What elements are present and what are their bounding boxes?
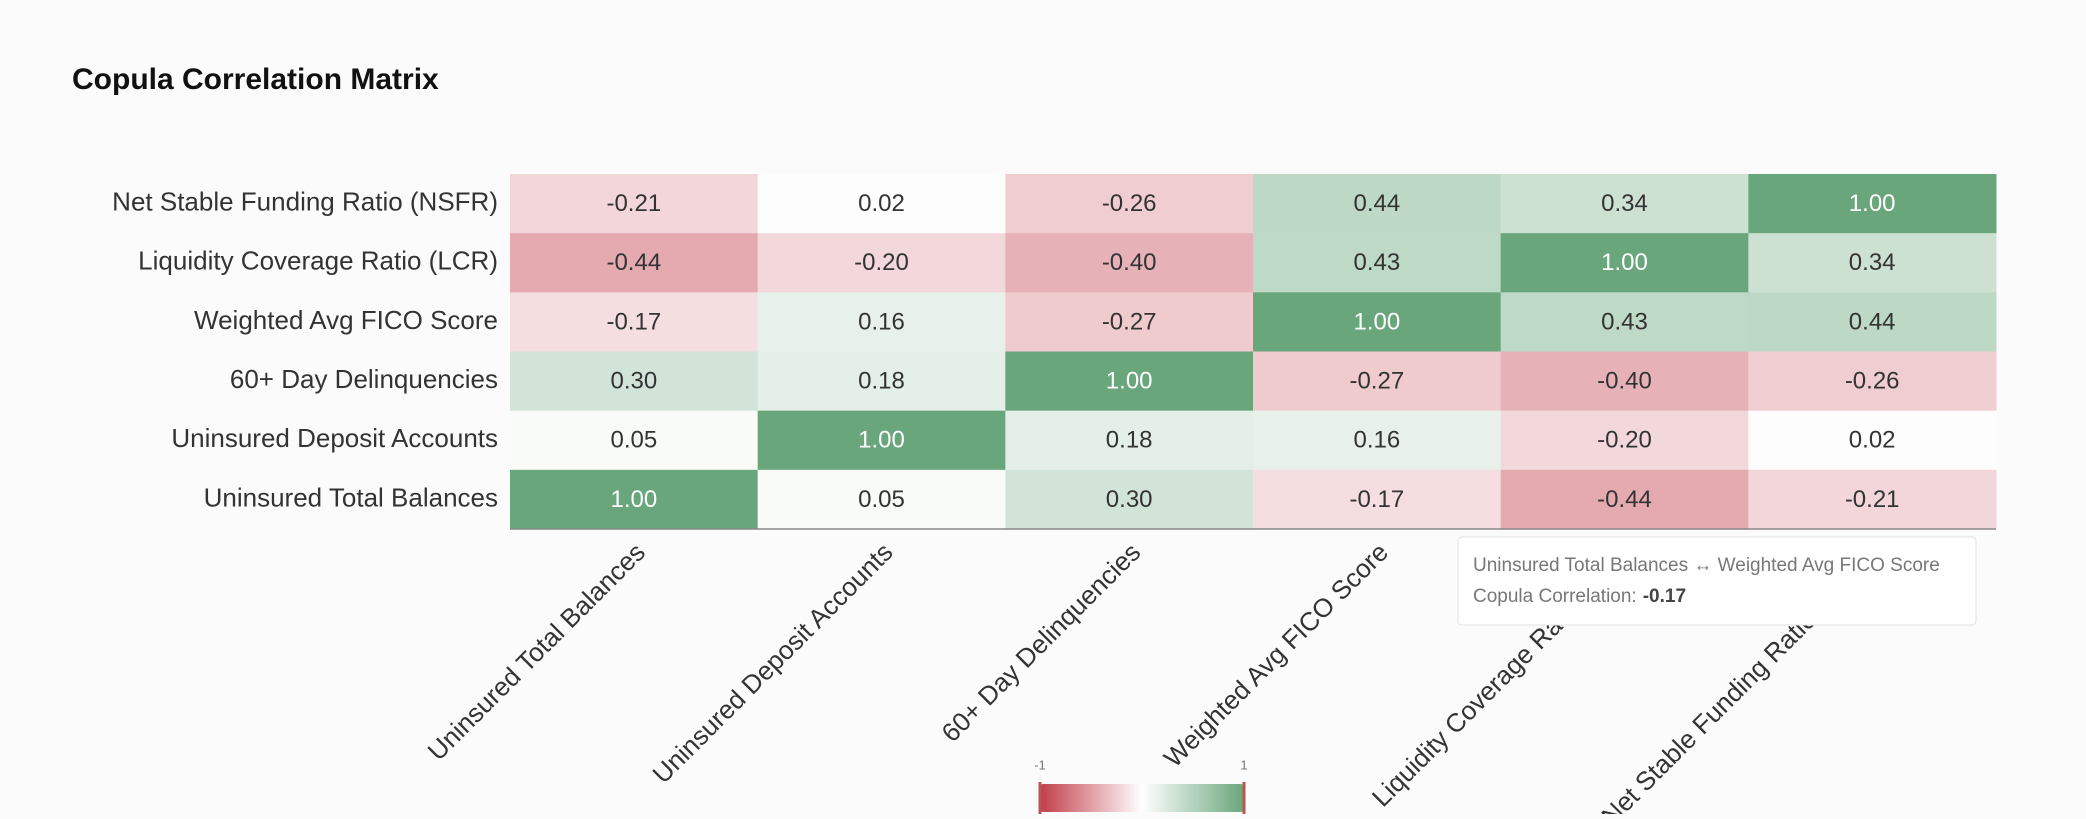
cell-label: 1.00 xyxy=(610,486,657,513)
heatmap-cell xyxy=(1500,410,1749,471)
heatmap-cell xyxy=(1253,174,1502,234)
heatmap-cell xyxy=(1005,174,1254,234)
heatmap-cell xyxy=(757,174,1006,234)
cell-label: -0.27 xyxy=(1102,308,1157,335)
y-tick-label: Uninsured Total Balances xyxy=(204,482,498,512)
cell-label: -0.40 xyxy=(1102,249,1157,276)
colorbar-tick-label: -1 xyxy=(1034,757,1046,772)
heatmap-cell xyxy=(510,233,759,293)
heatmap-cell xyxy=(1253,292,1502,352)
heatmap-cell xyxy=(1253,233,1502,293)
heatmap-cell xyxy=(510,174,759,234)
cell-label: 0.43 xyxy=(1353,249,1400,276)
heatmap-cell xyxy=(757,233,1006,293)
y-tick-label: Net Stable Funding Ratio (NSFR) xyxy=(112,186,498,216)
heatmap-cell xyxy=(1500,292,1749,352)
heatmap-cell xyxy=(1005,351,1254,412)
heatmap-cell xyxy=(757,292,1006,352)
y-tick-label: Liquidity Coverage Ratio (LCR) xyxy=(138,246,498,276)
cell-label: -0.20 xyxy=(1597,427,1652,454)
cell-label: 1.00 xyxy=(1106,367,1153,394)
heatmap-cell xyxy=(1253,410,1502,471)
cell-label: 0.16 xyxy=(1353,427,1400,454)
heatmap-cell xyxy=(1500,174,1749,234)
heatmap-cell xyxy=(1005,233,1254,293)
cell-label: 0.02 xyxy=(1849,427,1896,454)
cell-label: 1.00 xyxy=(858,427,905,454)
cell-label: -0.40 xyxy=(1597,367,1652,394)
cell-label: 0.34 xyxy=(1601,190,1648,217)
heatmap-cell xyxy=(1500,233,1749,293)
cell-label: -0.26 xyxy=(1102,190,1157,217)
heatmap-cell xyxy=(1253,351,1502,412)
y-tick-label: Uninsured Deposit Accounts xyxy=(171,423,498,453)
tooltip-label: Copula Correlation: xyxy=(1473,586,1637,607)
tooltip-value: -0.17 xyxy=(1643,586,1686,607)
heatmap-cell xyxy=(1748,410,1997,471)
cell-label: -0.27 xyxy=(1349,367,1404,394)
colorbar-tick-label: 1 xyxy=(1240,757,1247,772)
cell-label: -0.20 xyxy=(854,249,909,276)
cell-label: 1.00 xyxy=(1353,308,1400,335)
tooltip-title: Uninsured Total Balances ↔ Weighted Avg … xyxy=(1473,555,1940,576)
cell-label: 1.00 xyxy=(1849,190,1896,217)
cell-label: -0.17 xyxy=(606,308,661,335)
cell-label: -0.21 xyxy=(1845,486,1900,513)
cell-label: -0.21 xyxy=(606,190,661,217)
heatmap-cell xyxy=(1748,351,1997,412)
colorbar xyxy=(1040,784,1244,812)
heatmap-cell xyxy=(1748,174,1997,234)
cell-label: 0.18 xyxy=(858,367,905,394)
y-tick-label: 60+ Day Delinquencies xyxy=(230,364,498,394)
heatmap-cell xyxy=(757,410,1006,471)
cell-label: 0.34 xyxy=(1849,249,1896,276)
heatmap-cell xyxy=(510,351,759,412)
heatmap-cell xyxy=(1748,233,1997,293)
cell-label: -0.44 xyxy=(1597,486,1652,513)
heatmap-cell xyxy=(1500,351,1749,412)
tooltip-body: Copula Correlation: -0.17 xyxy=(1473,586,1686,607)
y-tick-label: Weighted Avg FICO Score xyxy=(194,305,498,335)
heatmap-cell xyxy=(510,410,759,471)
cell-label: -0.17 xyxy=(1349,486,1404,513)
cell-label: -0.44 xyxy=(606,249,661,276)
cell-label: 0.43 xyxy=(1601,308,1648,335)
cell-label: 1.00 xyxy=(1601,249,1648,276)
cell-label: 0.05 xyxy=(610,427,657,454)
heatmap-cell xyxy=(757,469,1006,530)
chart-title: Copula Correlation Matrix xyxy=(72,63,439,96)
cell-label: 0.05 xyxy=(858,486,905,513)
cell-label: 0.02 xyxy=(858,190,905,217)
cell-label: 0.44 xyxy=(1849,308,1896,335)
cell-label: 0.30 xyxy=(610,367,657,394)
tooltip-box xyxy=(1457,536,1977,626)
heatmap-cell xyxy=(510,292,759,352)
cell-label: 0.16 xyxy=(858,308,905,335)
heatmap-cell xyxy=(1005,410,1254,471)
heatmap-cell xyxy=(1748,292,1997,352)
heatmap-cell xyxy=(510,469,759,530)
cell-label: 0.44 xyxy=(1353,190,1400,217)
heatmap-cell xyxy=(1748,469,1997,530)
cell-label: 0.30 xyxy=(1106,486,1153,513)
cell-label: -0.26 xyxy=(1845,367,1900,394)
heatmap-cell xyxy=(757,351,1006,412)
heatmap-cell xyxy=(1500,469,1749,530)
heatmap-cell xyxy=(1253,469,1502,530)
cell-label: 0.18 xyxy=(1106,427,1153,454)
heatmap-cell xyxy=(1005,469,1254,530)
heatmap-cell xyxy=(1005,292,1254,352)
